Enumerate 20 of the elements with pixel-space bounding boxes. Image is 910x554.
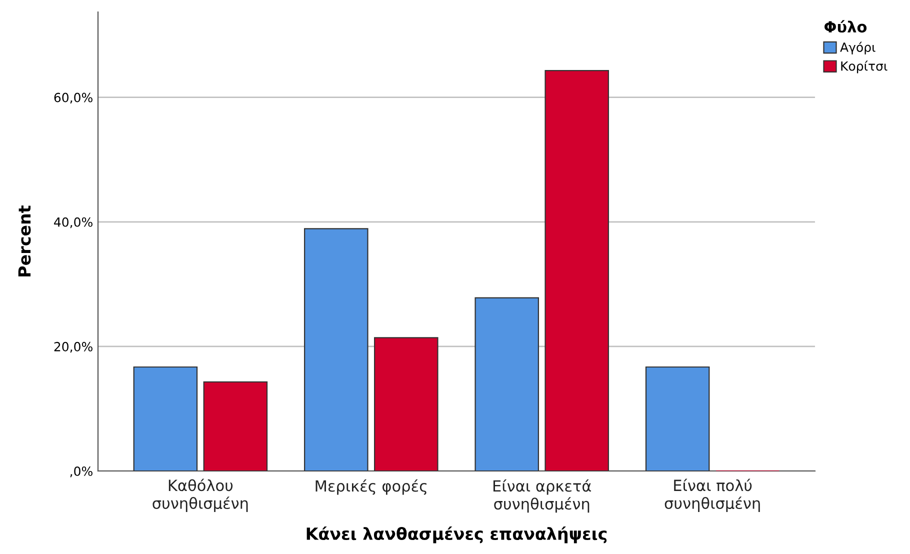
y-axis-title: Percent [18, 206, 31, 276]
x-tick-label: Είναι πολύ συνηθισμένη [664, 478, 760, 512]
x-tick-label: Καθόλου συνηθισμένη [152, 478, 248, 512]
x-tick-label: Είναι αρκετά συνηθισμένη [493, 479, 591, 513]
bar [304, 228, 368, 471]
bar [474, 297, 539, 471]
y-tick-label: 40,0% [54, 217, 92, 228]
bar [203, 381, 268, 471]
bar [133, 366, 198, 471]
x-axis-title: Κάνει λανθασμένες επαναλήψεις [306, 526, 607, 544]
y-tick-label: 20,0% [54, 342, 92, 353]
legend-label: Κορίτσι [841, 60, 888, 74]
bar [374, 337, 438, 471]
legend-title: Φύλο [824, 20, 867, 33]
bar [544, 70, 609, 471]
legend-label: Αγόρι [840, 42, 876, 54]
y-tick-label: 60,0% [54, 92, 92, 104]
y-tick-label: ,0% [70, 466, 92, 478]
bar [645, 366, 710, 471]
x-tick-label: Μερικές φορές [316, 479, 426, 495]
